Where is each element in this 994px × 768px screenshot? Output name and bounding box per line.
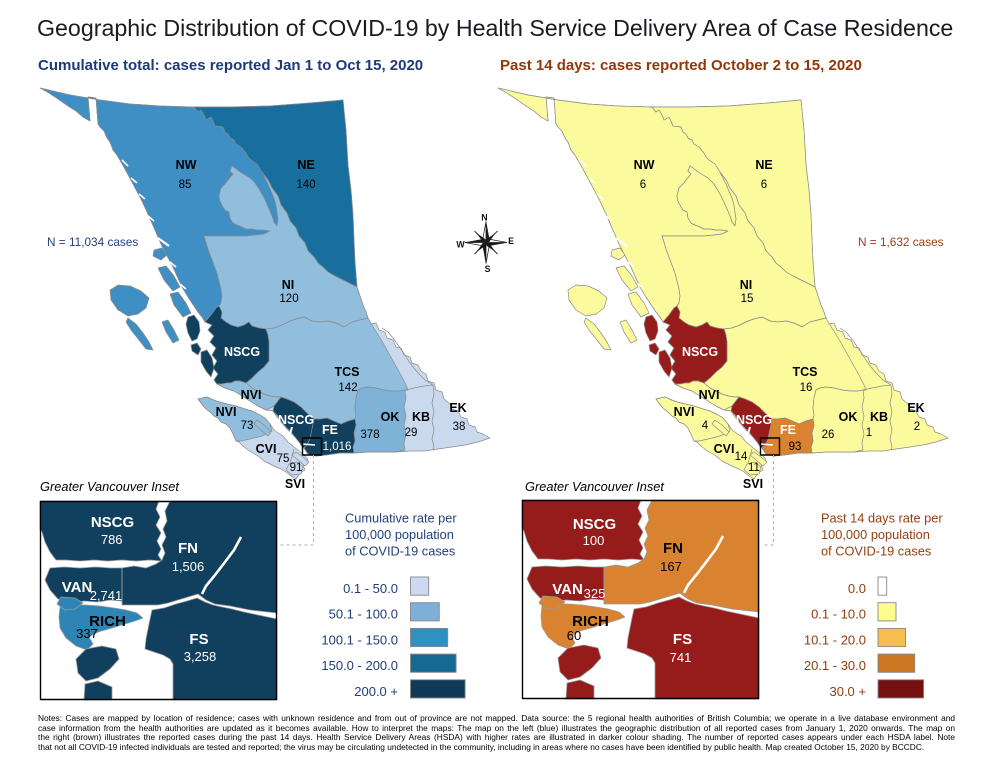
svg-text:CVI: CVI (256, 442, 277, 456)
svg-text:4: 4 (702, 420, 709, 432)
svg-text:NVI: NVI (216, 405, 237, 419)
svg-text:100.1 - 150.0: 100.1 - 150.0 (321, 632, 398, 647)
svg-text:73: 73 (241, 420, 254, 432)
svg-text:26: 26 (822, 429, 835, 441)
svg-text:20.1 - 30.0: 20.1 - 30.0 (804, 658, 866, 673)
svg-text:14: 14 (735, 451, 748, 463)
svg-text:FE: FE (780, 423, 796, 437)
svg-text:RICH: RICH (572, 613, 609, 630)
svg-text:2: 2 (914, 421, 920, 433)
svg-text:NSCG: NSCG (224, 345, 260, 359)
svg-text:FN: FN (663, 540, 683, 557)
svg-text:of COVID-19 cases: of COVID-19 cases (821, 544, 931, 559)
svg-text:NI: NI (740, 278, 753, 292)
svg-text:11: 11 (748, 462, 760, 474)
svg-text:1: 1 (866, 427, 872, 439)
svg-text:CVI: CVI (714, 442, 735, 456)
svg-text:FS: FS (189, 631, 208, 648)
svg-text:0.0: 0.0 (848, 581, 866, 596)
svg-text:NSCG: NSCG (91, 514, 134, 531)
svg-text:38: 38 (453, 421, 466, 433)
svg-text:KB: KB (870, 410, 888, 424)
svg-text:100: 100 (583, 533, 605, 548)
svg-text:0.1 - 10.0: 0.1 - 10.0 (811, 607, 866, 622)
svg-text:93: 93 (789, 441, 802, 453)
svg-text:16: 16 (800, 382, 813, 394)
svg-text:N = 1,632 cases: N = 1,632 cases (858, 235, 944, 249)
svg-text:Greater Vancouver Inset: Greater Vancouver Inset (40, 479, 179, 494)
svg-text:SVI: SVI (285, 477, 305, 491)
svg-text:W: W (456, 240, 465, 250)
svg-text:FN: FN (178, 540, 198, 557)
svg-text:N: N (481, 213, 487, 223)
svg-text:91: 91 (290, 462, 303, 474)
svg-text:FE: FE (322, 423, 338, 437)
svg-text:TCS: TCS (793, 365, 818, 379)
svg-text:RICH: RICH (89, 613, 126, 630)
svg-text:30.0 +: 30.0 + (829, 684, 866, 699)
svg-text:VAN: VAN (552, 581, 583, 598)
svg-text:6: 6 (761, 179, 767, 191)
svg-text:50.1 - 100.0: 50.1 - 100.0 (329, 607, 398, 622)
svg-text:SVI: SVI (743, 477, 763, 491)
svg-text:NW: NW (634, 158, 655, 172)
svg-text:167: 167 (660, 559, 682, 574)
svg-text:10.1 - 20.0: 10.1 - 20.0 (804, 632, 866, 647)
svg-text:85: 85 (179, 179, 192, 191)
svg-text:OK: OK (839, 410, 858, 424)
svg-text:2,741: 2,741 (90, 588, 123, 603)
svg-text:60: 60 (567, 628, 581, 643)
svg-text:NVI: NVI (699, 388, 720, 402)
svg-text:NW: NW (176, 158, 197, 172)
svg-text:325: 325 (584, 586, 606, 601)
svg-text:100,000 population: 100,000 population (345, 527, 454, 542)
svg-text:OK: OK (381, 410, 400, 424)
svg-text:NE: NE (297, 158, 314, 172)
svg-text:337: 337 (76, 626, 98, 641)
svg-text:NSCG: NSCG (573, 516, 616, 533)
svg-text:Past 14 days rate per: Past 14 days rate per (821, 511, 943, 526)
svg-text:150.0 - 200.0: 150.0 - 200.0 (321, 658, 398, 673)
svg-text:75: 75 (277, 453, 290, 465)
svg-text:786: 786 (101, 532, 123, 547)
svg-text:0.1 - 50.0: 0.1 - 50.0 (343, 581, 398, 596)
svg-text:NVI: NVI (241, 388, 262, 402)
svg-text:6: 6 (640, 179, 646, 191)
svg-text:N = 11,034 cases: N = 11,034 cases (47, 235, 138, 249)
svg-text:NI: NI (282, 278, 295, 292)
svg-text:TCS: TCS (335, 365, 360, 379)
svg-text:EK: EK (907, 401, 924, 415)
svg-text:FS: FS (673, 631, 692, 648)
svg-text:378: 378 (360, 429, 379, 441)
svg-text:VAN: VAN (62, 579, 93, 596)
svg-text:29: 29 (405, 427, 418, 439)
svg-text:NSCG: NSCG (682, 345, 718, 359)
svg-text:120: 120 (279, 293, 298, 305)
svg-text:NVI: NVI (674, 405, 695, 419)
svg-text:1,506: 1,506 (172, 559, 205, 574)
svg-text:E: E (508, 236, 514, 246)
svg-text:15: 15 (741, 293, 754, 305)
svg-text:NSCG: NSCG (736, 413, 772, 427)
svg-text:3,258: 3,258 (184, 649, 217, 664)
svg-text:S: S (485, 264, 491, 274)
svg-text:Cumulative rate per: Cumulative rate per (345, 511, 457, 526)
svg-text:1,016: 1,016 (323, 441, 352, 453)
svg-text:200.0 +: 200.0 + (354, 684, 398, 699)
svg-text:Greater Vancouver Inset: Greater Vancouver Inset (525, 479, 664, 494)
svg-text:EK: EK (449, 401, 466, 415)
svg-text:KB: KB (412, 410, 430, 424)
svg-text:NSCG: NSCG (278, 413, 314, 427)
svg-text:140: 140 (296, 179, 315, 191)
svg-text:741: 741 (670, 650, 692, 665)
svg-text:142: 142 (338, 382, 357, 394)
svg-text:100,000 population: 100,000 population (821, 527, 930, 542)
svg-text:NE: NE (755, 158, 772, 172)
svg-text:of COVID-19 cases: of COVID-19 cases (345, 544, 455, 559)
